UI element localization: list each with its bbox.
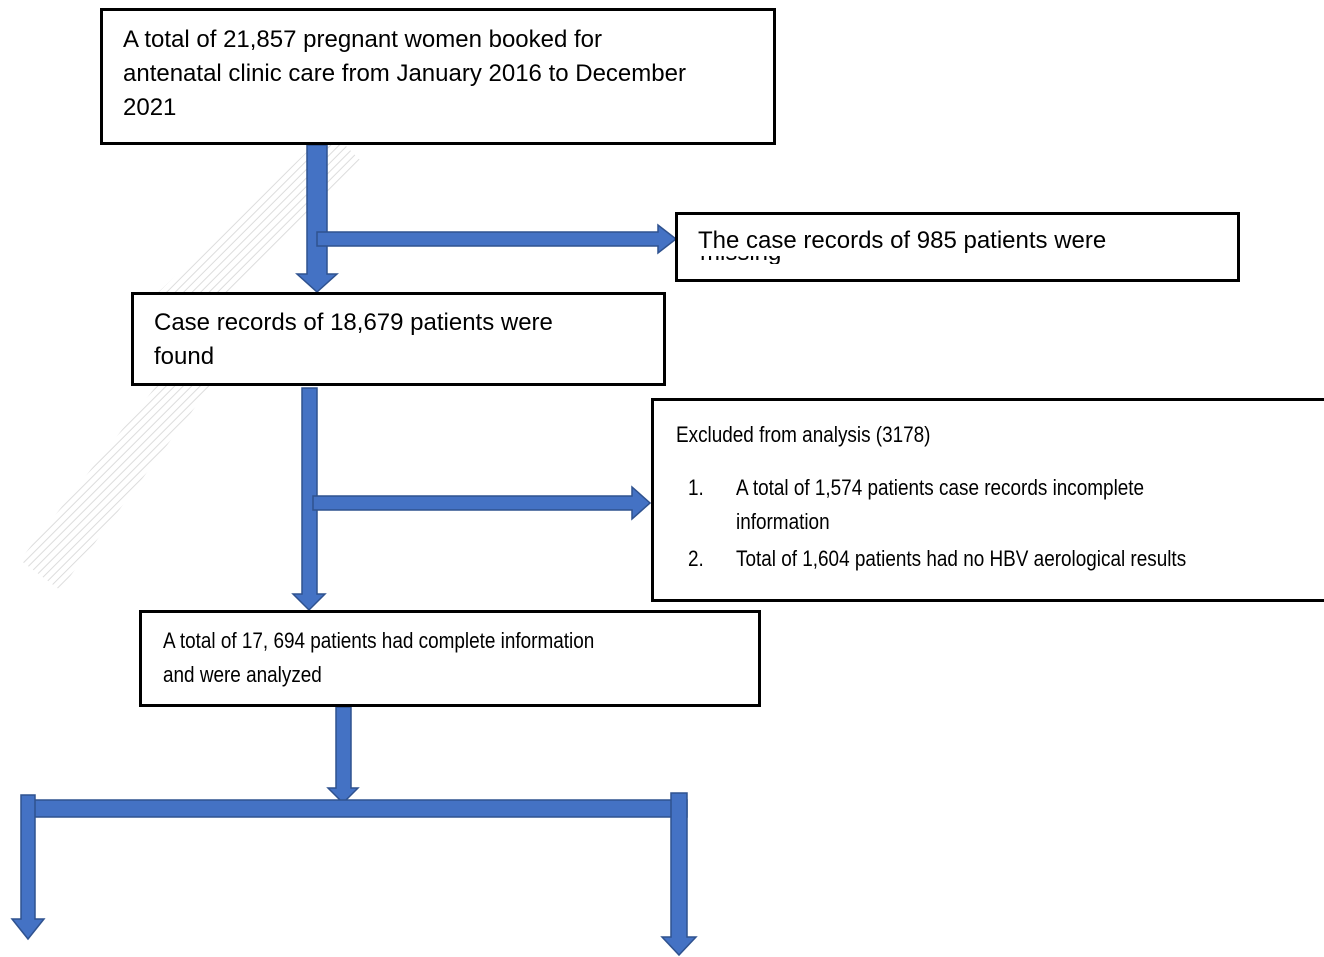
excluded-heading: Excluded from analysis (3178) [676, 422, 931, 447]
split-bar [21, 799, 688, 818]
excluded-item-2-number: 2. [688, 546, 704, 571]
excluded-item-1-number: 1. [688, 475, 704, 500]
arrow-main-2 [291, 387, 327, 612]
arrow-right-down [660, 792, 698, 957]
booked-line-3: 2021 [123, 94, 177, 121]
analyzed-box: A total of 17, 694 patients had complete… [139, 610, 761, 707]
excluded-item-1-line-2: information [736, 509, 830, 534]
missing-box: The case records of 985 patients were mi… [675, 212, 1240, 282]
excluded-item-2-line-1: Total of 1,604 patients had no HBV aerol… [736, 546, 1187, 571]
booked-line-2: antenatal clinic care from January 2016 … [123, 60, 686, 87]
booked-line-1: A total of 21,857 pregnant women booked … [123, 26, 603, 53]
arrow-to-excluded [312, 485, 652, 521]
booked-box: A total of 21,857 pregnant women booked … [100, 8, 776, 145]
missing-overflow-text: missing [700, 256, 781, 264]
arrow-main-3 [326, 706, 360, 805]
excluded-item-1-line-1: A total of 1,574 patients case records i… [736, 475, 1145, 500]
arrow-main-1 [295, 144, 339, 294]
analyzed-line-1: A total of 17, 694 patients had complete… [163, 628, 595, 653]
missing-text: The case records of 985 patients were [698, 227, 1107, 254]
excluded-box: Excluded from analysis (3178) 1. A total… [651, 398, 1324, 602]
arrow-to-missing [316, 223, 678, 255]
analyzed-line-2: and were analyzed [163, 662, 322, 687]
found-line-2: found [154, 343, 215, 370]
found-box: Case records of 18,679 patients were fou… [131, 292, 666, 386]
found-line-1: Case records of 18,679 patients were [154, 309, 553, 336]
arrow-left-down [10, 794, 46, 941]
